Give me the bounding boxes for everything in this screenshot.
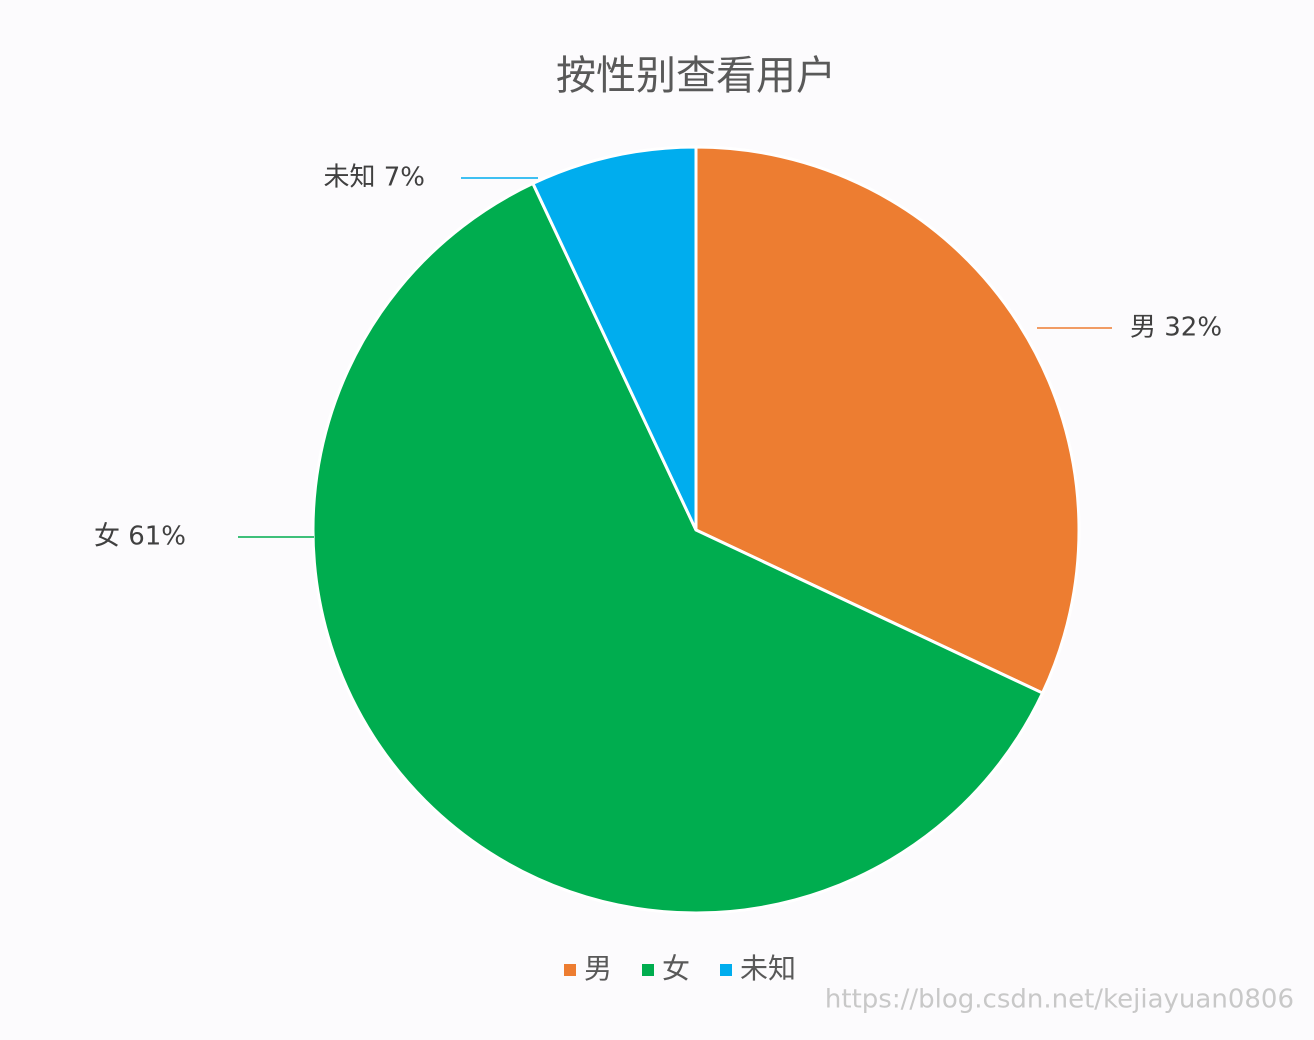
legend-swatch xyxy=(642,964,654,976)
data-label: 男 32% xyxy=(1130,313,1222,343)
pie-slice xyxy=(694,145,1081,696)
chart-title: 按性别查看用户 xyxy=(556,53,836,99)
data-label: 未知 7% xyxy=(323,163,425,193)
legend-label: 女 xyxy=(662,952,690,985)
pie-slice xyxy=(311,181,1045,915)
legend-label: 男 xyxy=(584,952,612,985)
legend-label: 未知 xyxy=(740,952,796,985)
watermark: https://blog.csdn.net/kejiayuan0806 xyxy=(825,985,1294,1015)
legend-swatch xyxy=(720,964,732,976)
legend-swatch xyxy=(564,964,576,976)
pie-slice xyxy=(530,145,698,531)
data-label: 女 61% xyxy=(94,522,186,552)
